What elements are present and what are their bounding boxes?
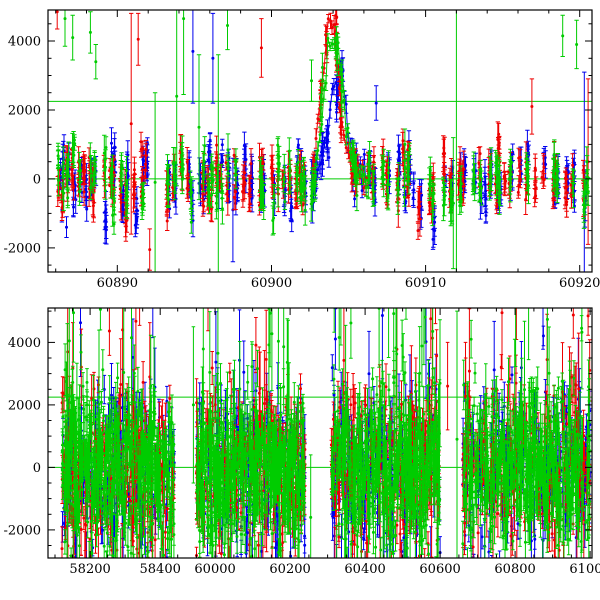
x-tick-label: 60920 [559,276,600,291]
x-tick-label: 58400 [140,562,181,577]
y-tick-label: -2000 [4,523,41,538]
top-light-curve-panel: 60890 60900 60910 60920 -2000 0 2000 4000 [4,9,600,291]
x-tick-label: 61000 [569,562,600,577]
y-tick-label: 0 [33,172,41,187]
axis-ticks [48,308,592,558]
series-blue-error-bars [56,10,589,272]
axis-ticks [48,10,592,272]
bottom-light-curve-panel: 58200 58400 60000 60200 60400 60600 60800 61000… [4,307,600,577]
series-green-points [56,17,590,226]
x-tick-label: 60890 [97,276,138,291]
y-tick-label: 0 [33,461,41,476]
y-tick-label: 4000 [8,336,41,351]
x-tick-label: 60600 [419,562,460,577]
y-tick-label: 2000 [8,104,41,119]
x-tick-label: 60800 [494,562,535,577]
x-tick-label: 60900 [251,276,292,291]
x-tick-label: 58200 [69,562,110,577]
y-tick-label: 4000 [8,35,41,50]
y-tick-label: -2000 [4,241,41,256]
x-tick-label: 60910 [405,276,446,291]
axis-frame [47,9,593,273]
x-tick-label: 60200 [269,562,310,577]
x-tick-label: 60400 [344,562,385,577]
series-green-points [60,308,592,558]
axis-frame [47,307,593,559]
plot-area [48,308,592,558]
x-tick-label: 60000 [194,562,235,577]
plot-area [48,10,592,272]
y-tick-label: 2000 [8,398,41,413]
